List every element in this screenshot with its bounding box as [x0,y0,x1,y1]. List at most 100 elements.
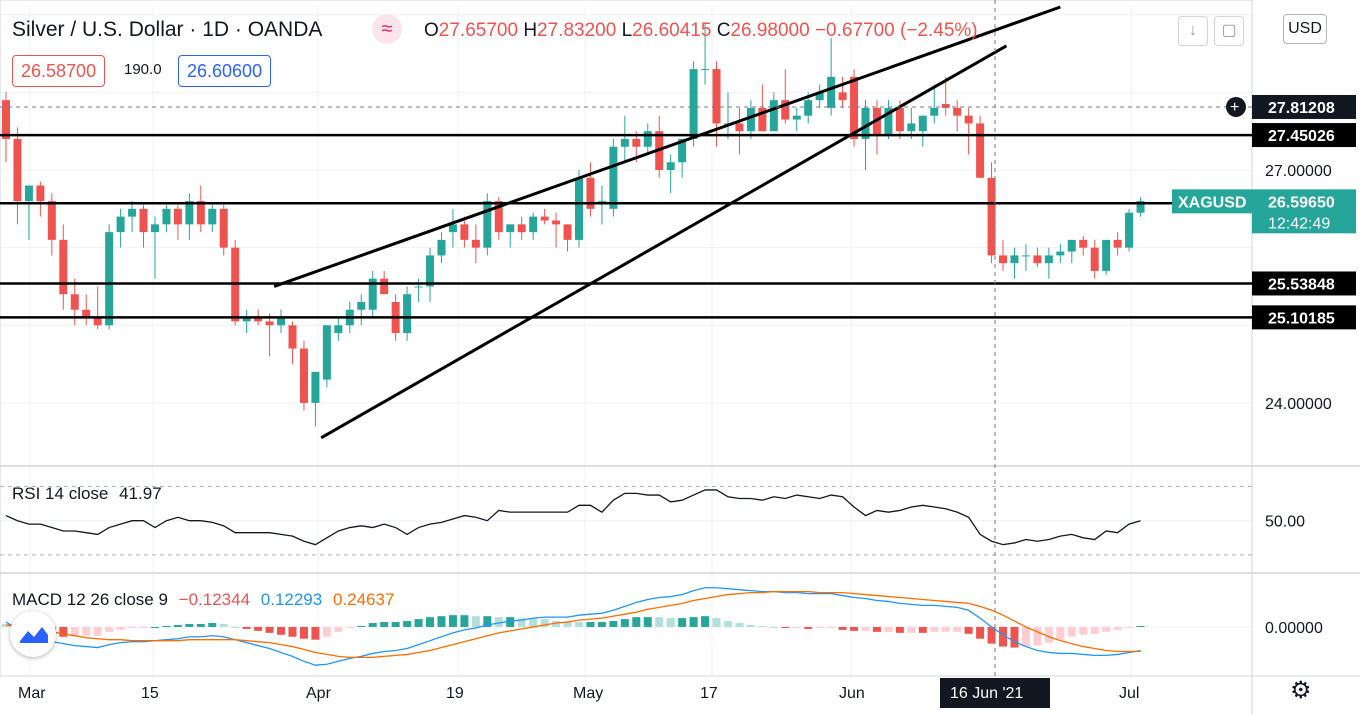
candle-body [1079,239,1088,248]
candle-body [150,224,159,233]
currency-button[interactable]: USD [1283,14,1327,44]
candle-body [299,348,308,403]
candle-body [1067,239,1076,252]
close-value: 26.98000 [730,20,810,41]
price-tick-27: 27.00000 [1265,163,1332,180]
macd-histogram-bar [116,626,125,630]
macd-histogram-bar [517,618,526,627]
macd-histogram-bar [815,626,824,628]
candle-body [242,317,251,322]
macd-histogram-bar [964,626,973,634]
candle-body [196,201,205,225]
symbol-title: Silver / U.S. Dollar · 1D · OANDA [12,18,323,41]
macd-histogram-bar [139,626,148,628]
candle-body [769,100,778,132]
macd-histogram-bar [368,623,377,627]
macd-histogram-bar [930,626,939,632]
buy-price-button[interactable]: 26.60600 [178,55,272,87]
settings-gear-icon[interactable]: ⚙ [1290,677,1312,704]
scroll-down-icon[interactable]: ↓ [1178,16,1208,46]
add-plus-icon-glyph: + [1230,99,1239,116]
level-label-box [1252,271,1356,296]
candle-body [506,224,515,233]
candle-body [964,115,973,124]
candle-body [632,138,641,147]
macd-histogram-bar [987,626,996,644]
candle-body [792,115,801,120]
candle-body [907,123,916,132]
macd-histogram-bar [391,622,400,627]
candle-body [620,138,629,147]
candle-body [471,239,480,248]
macd-histogram-bar [265,626,274,633]
candle-body [437,239,446,256]
time-tick: Apr [306,685,332,702]
macd-histogram-bar [850,626,859,631]
macd-histogram-bar [93,626,102,636]
spread-value: 190.0 [124,61,162,78]
macd-histogram-bar [769,626,778,628]
candle-body [494,201,503,233]
candle-body [1090,247,1099,271]
macd-histogram-bar [1010,626,1019,648]
candle-body [941,104,950,108]
macd-histogram-bar [128,626,137,628]
macd-histogram-bar [620,619,629,627]
candle-body [701,69,710,71]
candle-body [976,123,985,178]
tradingview-logo-icon[interactable] [10,611,56,657]
candle-body [380,278,389,295]
candle-body [517,224,526,233]
macd-histogram-bar [872,626,881,632]
macd-histogram-bar [540,619,549,627]
macd-histogram-bar [242,626,251,629]
candle-body [1113,239,1122,248]
macd-histogram-bar [838,626,847,630]
candle-body [2,100,10,139]
oanda-logo-icon: ≈ [372,14,402,44]
candle-body [36,185,45,202]
candle-body [1010,255,1019,264]
candle-body [552,220,561,225]
time-tick: May [573,685,603,702]
candle-body [208,208,217,225]
candle-body [426,255,435,287]
macd-histogram-bar [494,617,503,627]
macd-histogram-bar [953,626,962,632]
candle-body [678,138,687,163]
candle-body [82,309,91,318]
macd-histogram-bar [414,619,423,627]
candle-body [953,107,962,116]
symbol-tag: XAGUSD [1178,194,1246,211]
candle-body [804,100,813,116]
sell-price-button[interactable]: 26.58700 [12,55,106,87]
macd-histogram-bar [999,626,1008,647]
symbol-legend: Silver / U.S. Dollar · 1D · OANDA [12,18,322,42]
crosshair-price-label: 27.81208 [1268,100,1335,117]
macd-histogram-bar [895,626,904,633]
macd-histogram-bar [380,622,389,627]
macd-histogram-bar [277,626,286,635]
maximize-icon[interactable]: ▢ [1214,16,1244,46]
macd-histogram-bar [632,617,641,627]
macd-histogram-bar [196,624,205,627]
countdown-label: 12:42:49 [1268,215,1330,232]
candle-body [540,216,549,221]
candle-body [987,177,996,256]
macd-signal-value: 0.24637 [332,590,395,609]
macd-line [5,587,1141,666]
rsi-tick-50: 50.00 [1265,514,1305,531]
candle-body [827,76,836,108]
macd-histogram-bar [1102,626,1111,632]
macd-histogram-bar [884,626,893,632]
candle-body [219,208,228,248]
macd-histogram-bar [426,617,435,627]
open-value: 27.65700 [438,20,519,41]
macd-histogram-bar [758,625,767,627]
macd-histogram-bar [1044,626,1053,643]
macd-histogram-bar [185,624,194,627]
candle-body [139,208,148,233]
candle-body [999,255,1008,264]
candle-body [815,92,824,101]
